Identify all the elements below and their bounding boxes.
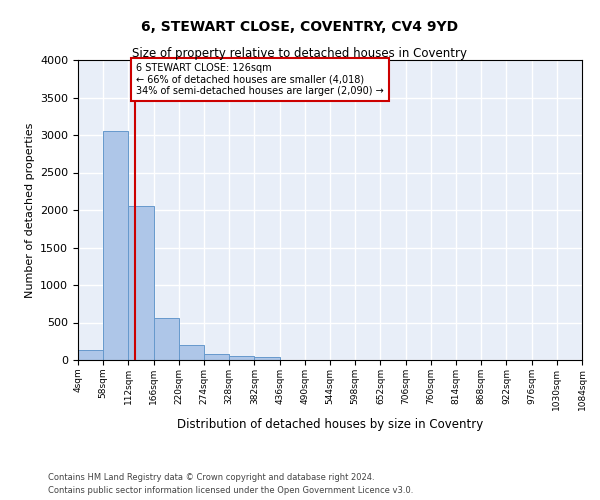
Bar <box>254 358 280 360</box>
Bar <box>179 345 204 360</box>
Text: Contains HM Land Registry data © Crown copyright and database right 2024.
Contai: Contains HM Land Registry data © Crown c… <box>48 474 413 495</box>
Bar <box>204 354 229 360</box>
Text: Size of property relative to detached houses in Coventry: Size of property relative to detached ho… <box>133 48 467 60</box>
Text: 6, STEWART CLOSE, COVENTRY, CV4 9YD: 6, STEWART CLOSE, COVENTRY, CV4 9YD <box>142 20 458 34</box>
Bar <box>103 130 128 360</box>
Y-axis label: Number of detached properties: Number of detached properties <box>25 122 35 298</box>
X-axis label: Distribution of detached houses by size in Coventry: Distribution of detached houses by size … <box>177 418 483 431</box>
Bar <box>78 350 103 360</box>
Bar <box>229 356 254 360</box>
Bar <box>128 206 154 360</box>
Text: 6 STEWART CLOSE: 126sqm
← 66% of detached houses are smaller (4,018)
34% of semi: 6 STEWART CLOSE: 126sqm ← 66% of detache… <box>136 63 384 96</box>
Bar <box>154 318 179 360</box>
